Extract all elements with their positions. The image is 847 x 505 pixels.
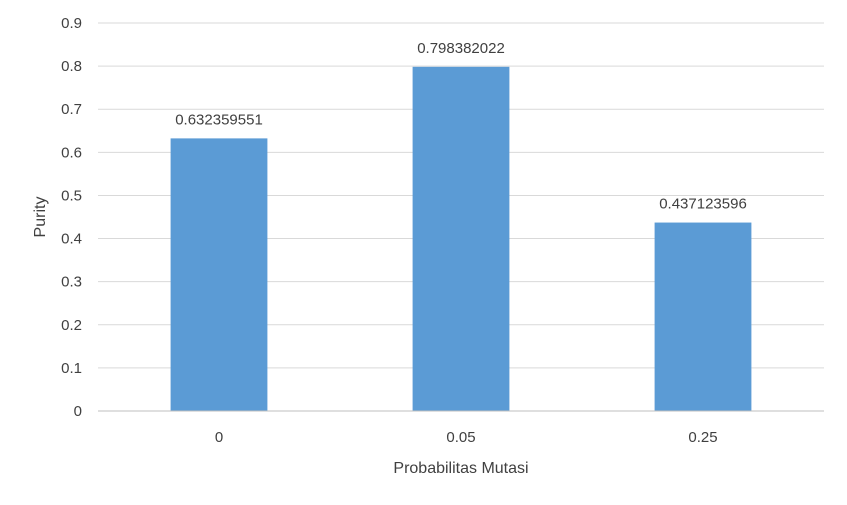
bar <box>170 138 268 412</box>
y-axis-title: Purity <box>32 197 49 238</box>
y-tick-label: 0.6 <box>61 144 82 161</box>
bar <box>654 222 752 411</box>
y-tick-label: 0.8 <box>61 58 82 75</box>
bar <box>412 66 510 411</box>
data-label: 0.437123596 <box>659 196 747 213</box>
y-tick-label: 0.3 <box>61 274 82 291</box>
x-tick-label: 0 <box>215 429 223 446</box>
labels: 0 0.1 0.2 0.3 0.4 0.5 0.6 0.7 0.8 0.9 0.632359551 0… <box>61 15 747 446</box>
x-tick-label: 0.05 <box>446 429 475 446</box>
y-tick-label: 0.4 <box>61 231 82 248</box>
y-tick-label: 0.7 <box>61 101 82 118</box>
bars <box>170 66 752 412</box>
y-tick-label: 0 <box>74 403 82 420</box>
y-tick-label: 0.9 <box>61 15 82 32</box>
x-axis-title: Probabilitas Mutasi <box>393 460 528 477</box>
data-label: 0.632359551 <box>175 111 263 128</box>
x-tick-label: 0.25 <box>688 429 717 446</box>
y-tick-label: 0.1 <box>61 360 82 377</box>
y-tick-label: 0.5 <box>61 187 82 204</box>
y-tick-label: 0.2 <box>61 317 82 334</box>
data-label: 0.798382022 <box>417 40 505 57</box>
